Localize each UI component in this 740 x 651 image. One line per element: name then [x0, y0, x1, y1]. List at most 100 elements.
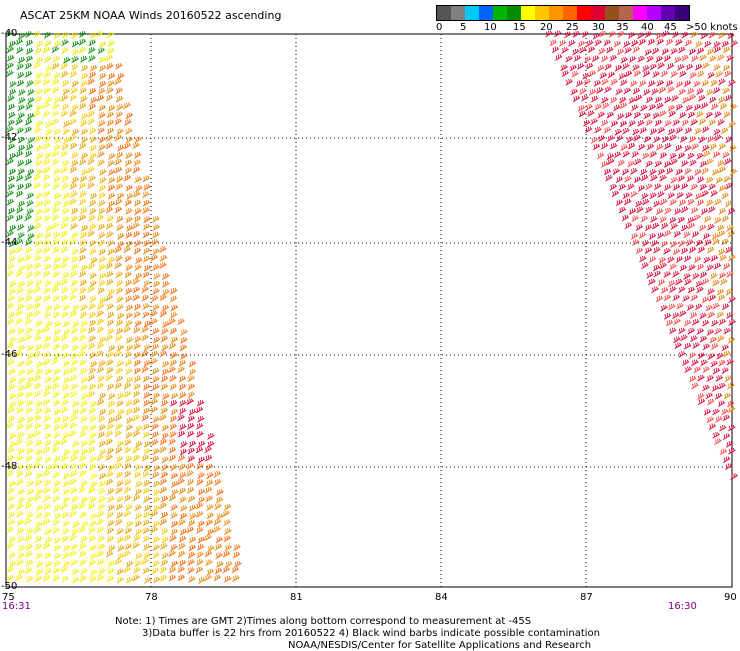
wind-barb: [80, 440, 89, 448]
wind-barb: [712, 408, 720, 416]
wind-barb: [123, 326, 131, 333]
wind-barb: [16, 559, 24, 566]
wind-barb: [152, 560, 160, 567]
wind-barb: [80, 536, 88, 543]
wind-barb: [703, 150, 711, 158]
wind-barb: [602, 102, 610, 110]
wind-barb: [718, 143, 727, 151]
note-line-1: Note: 1) Times are GMT 2)Times along bot…: [115, 616, 532, 627]
wind-barb: [631, 40, 639, 47]
wind-barb: [7, 463, 15, 471]
wind-barb: [708, 183, 716, 191]
wind-barb: [44, 536, 53, 544]
wind-barb: [42, 79, 51, 86]
wind-barb: [123, 447, 132, 454]
wind-barb: [16, 303, 25, 311]
wind-barb: [98, 136, 107, 144]
wind-barb: [9, 393, 17, 400]
wind-barb: [169, 359, 178, 367]
wind-barb: [616, 135, 624, 142]
wind-barb: [60, 294, 69, 302]
wind-barb: [718, 96, 726, 104]
wind-barb: [80, 448, 89, 456]
wind-barb: [722, 414, 731, 422]
wind-barb: [69, 422, 77, 429]
wind-barb: [198, 577, 206, 584]
wind-barb: [644, 247, 653, 254]
wind-barb: [17, 160, 25, 167]
wind-barb: [697, 352, 706, 360]
wind-barb: [160, 471, 169, 479]
wind-barb: [115, 280, 124, 287]
wind-barb: [715, 71, 723, 78]
wind-barb: [90, 473, 98, 480]
wind-barb: [722, 87, 730, 95]
wind-barb: [679, 264, 688, 272]
wind-barb: [614, 64, 623, 72]
wind-barb: [96, 366, 105, 374]
wind-barb: [17, 432, 25, 439]
wind-barb: [70, 383, 78, 391]
wind-barb: [617, 159, 625, 167]
wind-barb: [15, 270, 23, 278]
wind-barb: [554, 30, 562, 38]
wind-barb: [25, 543, 34, 551]
wind-barb: [53, 144, 61, 151]
wind-barb: [143, 320, 152, 328]
wind-barb: [206, 568, 215, 576]
wind-barb: [725, 247, 733, 254]
wind-barb: [24, 119, 33, 126]
wind-barb: [106, 303, 114, 311]
wind-barb: [6, 158, 14, 166]
time-label-left: 16:31: [2, 601, 31, 612]
wind-barb: [624, 70, 633, 78]
wind-barb: [142, 175, 151, 183]
wind-barb: [98, 488, 106, 495]
wind-barb: [43, 199, 52, 207]
wind-barb: [159, 254, 168, 262]
wind-barb: [179, 408, 187, 415]
wind-barb: [151, 343, 160, 351]
wind-barb: [79, 279, 88, 287]
wind-barb: [34, 135, 43, 143]
wind-barb: [135, 553, 143, 560]
wind-barb: [106, 231, 114, 238]
wind-barb: [630, 80, 638, 88]
wind-barb: [116, 528, 124, 535]
wind-barb: [591, 55, 600, 62]
wind-barb: [53, 281, 62, 288]
wind-barb: [70, 559, 78, 566]
wind-barb: [7, 183, 15, 191]
wind-barb: [25, 263, 34, 271]
wind-barb: [80, 137, 89, 144]
wind-barb: [106, 575, 115, 583]
wind-barb: [679, 310, 687, 317]
wind-barb: [688, 246, 697, 254]
wind-barb: [81, 393, 89, 400]
wind-barb: [16, 471, 24, 478]
wind-barb: [51, 214, 59, 222]
wind-barb: [88, 335, 96, 343]
wind-barb: [596, 152, 605, 160]
wind-barb: [54, 513, 62, 520]
wind-barb: [603, 168, 612, 176]
wind-barb: [687, 328, 695, 335]
wind-barb: [90, 513, 98, 520]
wind-barb: [690, 294, 699, 302]
wind-barb: [717, 224, 725, 232]
wind-barb: [683, 319, 692, 327]
wind-barb: [62, 545, 71, 552]
wind-barb: [81, 169, 89, 176]
wind-barb: [619, 120, 628, 128]
wind-barb: [98, 416, 106, 423]
legend-swatch: [619, 6, 633, 20]
wind-barb: [26, 352, 35, 360]
wind-barb: [52, 527, 60, 534]
wind-barb: [71, 344, 79, 352]
wind-barb: [713, 87, 721, 94]
wind-barb: [42, 182, 50, 190]
wind-barb: [677, 175, 686, 182]
wind-barb: [15, 310, 23, 317]
wind-barb: [61, 103, 70, 111]
wind-barb: [97, 223, 106, 231]
